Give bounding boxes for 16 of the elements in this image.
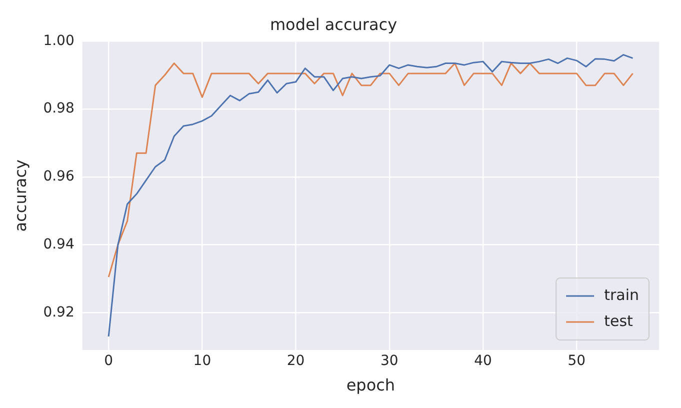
x-axis-title: epoch <box>346 376 396 395</box>
y-tick-label: 0.96 <box>43 168 74 185</box>
x-tick-label: 40 <box>474 353 492 370</box>
y-tick-label: 0.92 <box>43 304 74 320</box>
legend-label: train <box>604 286 640 304</box>
y-tick-label: 0.98 <box>43 100 74 117</box>
x-tick-label: 0 <box>104 353 114 370</box>
y-tick-label: 1.00 <box>43 32 74 49</box>
x-tick-label: 20 <box>286 353 305 370</box>
chart-title: model accuracy <box>270 14 398 34</box>
x-tick-label: 10 <box>193 353 212 370</box>
x-tick-label: 50 <box>568 353 586 370</box>
y-tick-label: 0.94 <box>43 236 74 252</box>
legend-label: test <box>604 312 634 330</box>
x-tick-label: 30 <box>380 353 398 370</box>
y-axis-title: accuracy <box>10 160 30 232</box>
